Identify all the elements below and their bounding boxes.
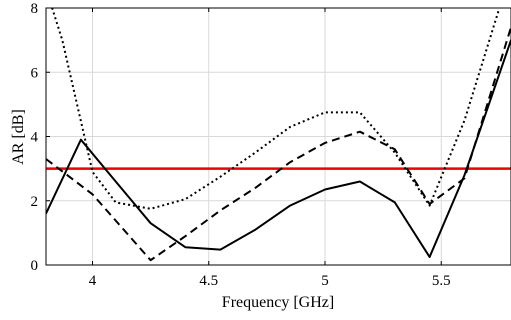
x-axis-label: Frequency [GHz] — [222, 294, 334, 311]
solid-series-line — [46, 39, 511, 258]
y-tick-label: 4 — [31, 130, 39, 146]
dashed-series-line — [46, 27, 511, 262]
y-tick-label: 6 — [31, 65, 39, 81]
series-layer — [46, 8, 511, 262]
y-tick-label: 2 — [31, 194, 39, 210]
y-tick-label: 0 — [31, 258, 39, 274]
x-tick-label: 5.5 — [432, 273, 451, 289]
y-tick-label: 8 — [31, 1, 39, 17]
ticks: 4 4.5 5 5.5 0 2 4 6 8 — [31, 1, 451, 289]
x-tick-label: 4.5 — [199, 273, 218, 289]
x-tick-label: 4 — [89, 273, 97, 289]
dotted-series-line — [51, 8, 501, 210]
y-axis-label: AR [dB] — [10, 109, 27, 165]
x-tick-label: 5 — [321, 273, 329, 289]
